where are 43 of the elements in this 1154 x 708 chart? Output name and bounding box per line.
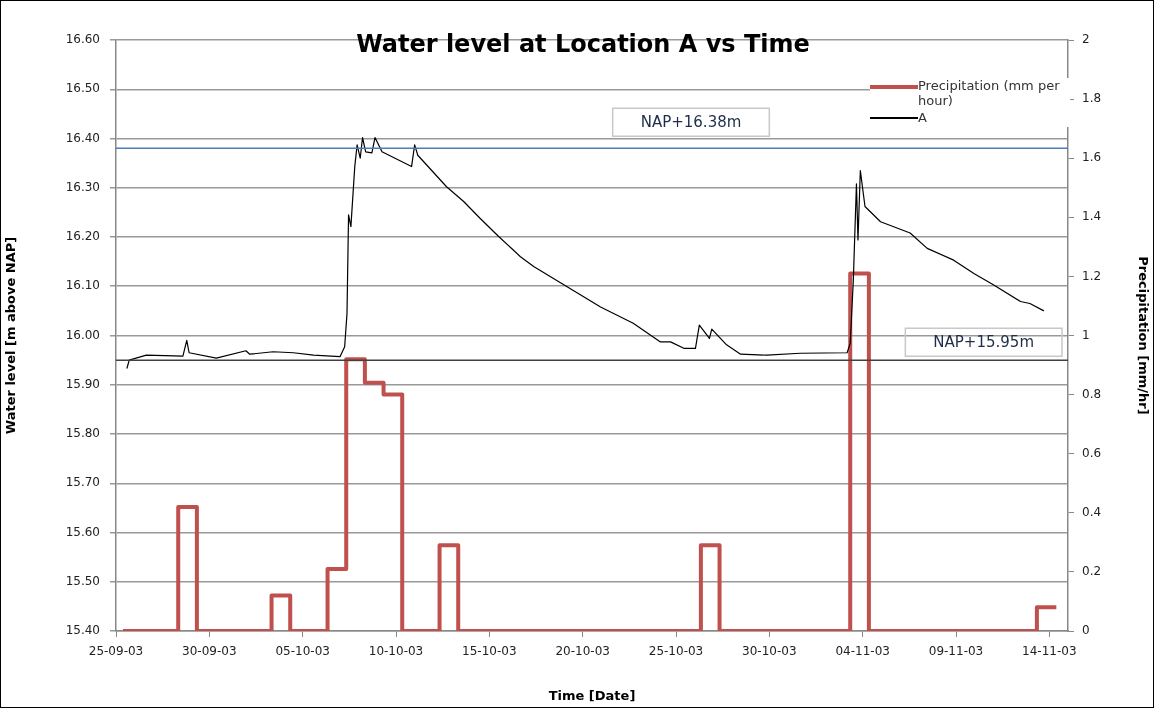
y-tick-label: 16.40 [65, 130, 100, 145]
y-tick-label: 15.60 [65, 524, 100, 539]
y2-tick-label: 1.2 [1082, 268, 1102, 283]
legend-label: Precipitation (mm per hour) [918, 78, 1061, 108]
y-tick-label: 15.80 [65, 426, 100, 441]
y-tick-label: 15.70 [65, 475, 100, 490]
y-tick-label: 15.50 [65, 573, 100, 588]
y-tick-label: 15.40 [65, 623, 100, 638]
x-axis-title: Time [Date] [548, 687, 636, 703]
y-tick-label: 16.50 [65, 81, 100, 96]
y2-tick-label: 0 [1082, 623, 1090, 638]
y-tick-label: 16.60 [65, 32, 100, 47]
y2-tick-label: 1.8 [1082, 91, 1102, 106]
x-tick-label: 30-09-03 [182, 644, 237, 659]
y2-tick-label: 0.4 [1082, 504, 1102, 519]
y2-tick-label: 2 [1082, 32, 1090, 47]
y-tick-label: 16.00 [65, 327, 100, 342]
y2-tick-label: 1.6 [1082, 150, 1102, 165]
y2-tick-label: 0.8 [1082, 386, 1102, 401]
x-tick-label: 15-10-03 [462, 644, 517, 659]
x-tick-label: 09-11-03 [928, 644, 984, 659]
y2-tick-label: 1 [1082, 327, 1090, 342]
y2-axis-title: Precipitation [mm/hr] [1135, 256, 1151, 415]
x-tick-label: 25-10-03 [648, 644, 704, 659]
x-tick-label: 30-10-03 [742, 644, 797, 659]
x-tick-label: 05-10-03 [275, 644, 330, 659]
y-tick-label: 15.90 [65, 376, 100, 391]
ref-line-label: NAP+15.95m [933, 333, 1034, 352]
x-tick-label: 14-11-03 [1022, 644, 1077, 659]
y2-tick-label: 1.4 [1082, 209, 1102, 224]
legend-label: A [918, 110, 927, 125]
y-tick-label: 16.30 [65, 179, 100, 194]
y-tick-label: 16.10 [65, 278, 100, 293]
chart-title: Water level at Location A vs Time [356, 30, 810, 59]
y-axis-title: Water level [m above NAP] [3, 236, 19, 435]
x-tick-label: 20-10-03 [555, 644, 610, 659]
y2-tick-label: 0.6 [1082, 445, 1102, 460]
x-tick-label: 25-09-03 [88, 644, 144, 659]
y2-tick-label: 0.2 [1082, 564, 1102, 579]
y-tick-label: 16.20 [65, 229, 100, 244]
x-tick-label: 10-10-03 [368, 644, 424, 659]
x-tick-label: 04-11-03 [835, 644, 890, 659]
ref-line-label: NAP+16.38m [640, 113, 742, 132]
